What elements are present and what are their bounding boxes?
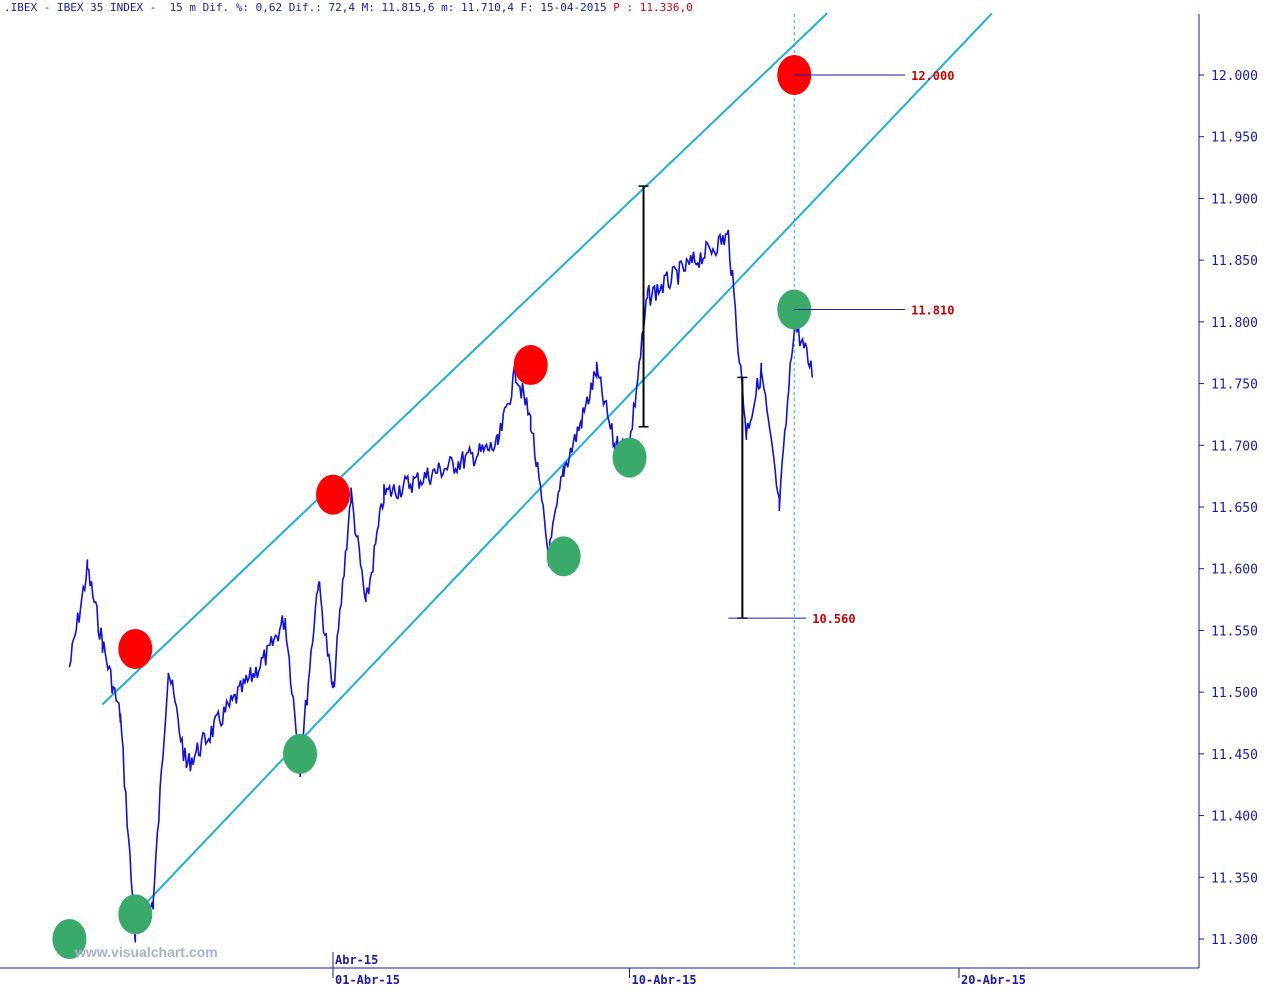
support-point [118,894,153,935]
header-info: .IBEX - IBEX 35 INDEX - 15 m Dif. %: 0,6… [4,1,607,14]
channel-lower-line [134,12,993,916]
y-tick-label: 11.300 [1211,933,1258,948]
support-point [546,536,581,577]
support-point [283,733,318,774]
y-tick-label: 11.700 [1211,439,1258,454]
support-point [612,437,647,478]
y-tick-label: 11.500 [1211,686,1258,701]
channel-upper-line [101,12,828,706]
x-tick-label: 20-Abr-15 [961,973,1026,987]
y-tick-label: 11.900 [1211,192,1258,207]
price-line [68,229,814,943]
y-tick-label: 11.850 [1211,254,1258,269]
y-tick-label: 11.600 [1211,563,1258,578]
y-tick-label: 11.350 [1211,871,1258,886]
y-tick-label: 11.800 [1211,316,1258,331]
x-tick-label: Abr-15 [335,953,378,967]
level-label: 12.000 [911,69,954,83]
watermark: www.visualchart.com [74,944,218,960]
header-price: P : 11.336,0 [613,1,693,14]
x-tick-label: 10-Abr-15 [632,973,697,987]
y-tick-label: 11.450 [1211,748,1258,763]
y-tick-label: 11.550 [1211,624,1258,639]
level-label: 10.560 [812,612,855,626]
resistance-point [513,345,548,386]
y-tick-label: 11.750 [1211,378,1258,393]
y-tick-label: 12.000 [1211,69,1258,84]
chart-header: .IBEX - IBEX 35 INDEX - 15 m Dif. %: 0,6… [4,1,693,14]
level-label: 11.810 [911,304,954,318]
y-tick-label: 11.650 [1211,501,1258,516]
y-tick-label: 11.400 [1211,810,1258,825]
resistance-point [316,474,350,515]
resistance-point [118,628,153,669]
support-point [52,919,87,959]
x-tick-label: 01-Abr-15 [335,973,400,987]
y-tick-label: 11.950 [1211,131,1258,146]
